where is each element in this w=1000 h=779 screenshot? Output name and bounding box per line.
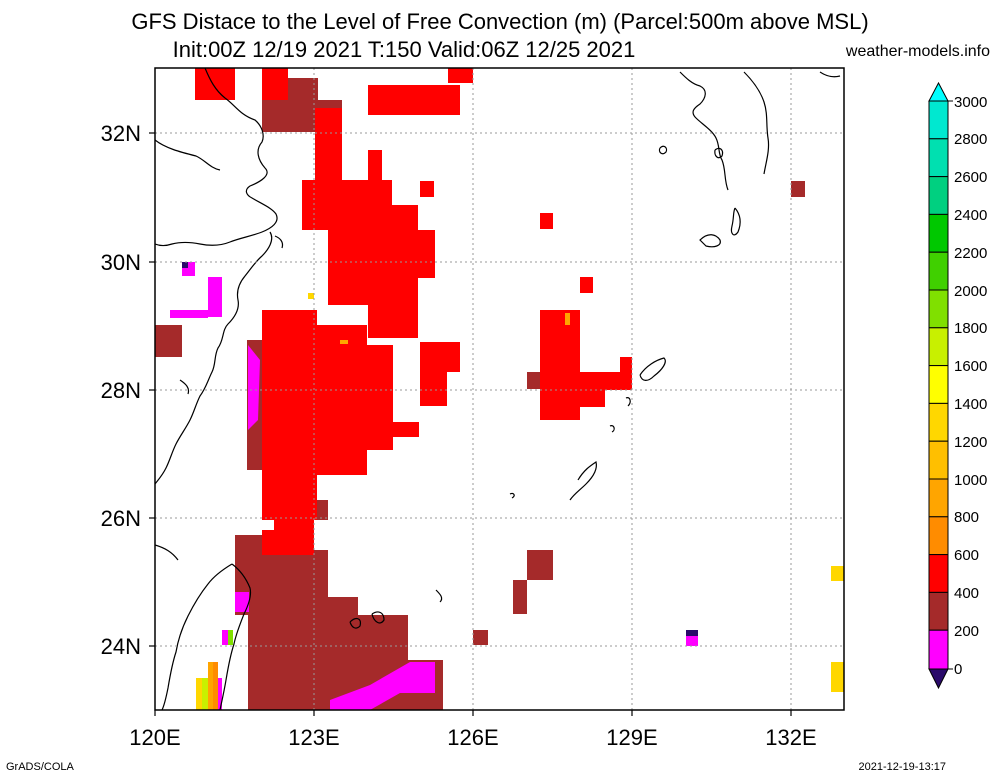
lat-label-30n: 30N <box>101 250 141 275</box>
colorbar-box-1800-2000 <box>928 289 949 329</box>
graticule <box>155 68 844 710</box>
colorbar-label-1200: 1200 <box>954 434 987 451</box>
colorbar-box-2000-2200 <box>928 251 949 291</box>
colorbar-label-2200: 2200 <box>954 245 987 262</box>
colorbar-label-1400: 1400 <box>954 396 987 413</box>
map-title-line1: GFS Distace to the Level of Free Convect… <box>131 9 869 34</box>
colorbar-box-1000-1200 <box>928 440 949 480</box>
colorbar-box-1600-1800 <box>928 327 949 367</box>
lon-label-129e: 129E <box>606 725 657 750</box>
colorbar-box-1400-1600 <box>928 365 949 404</box>
lat-label-28n: 28N <box>101 378 141 403</box>
colorbar-box-0-200 <box>928 629 949 670</box>
colorbar-label-1000: 1000 <box>954 472 987 489</box>
site-credit: weather-models.info <box>845 43 990 60</box>
colorbar-box-800-1000 <box>928 478 949 518</box>
colorbar-box-200-400 <box>928 591 949 631</box>
map-title-line2: Init:00Z 12/19 2021 T:150 Valid:06Z 12/2… <box>172 37 636 62</box>
footer-timestamp: 2021-12-19-13:17 <box>858 761 946 773</box>
colorbar-box-600-800 <box>928 516 949 556</box>
colorbar-label-800: 800 <box>954 509 979 526</box>
colorbar-upper-arrow <box>928 81 949 102</box>
colorbar-label-1600: 1600 <box>954 358 987 375</box>
lon-label-126e: 126E <box>447 725 498 750</box>
footer-grads-credit: GrADS/COLA <box>6 761 74 773</box>
colorbar-label-200: 200 <box>954 623 979 640</box>
lat-label-24n: 24N <box>101 634 141 659</box>
colorbar-label-2400: 2400 <box>954 207 987 224</box>
colorbar-box-1200-1400 <box>928 402 949 442</box>
coastline-lines <box>155 68 841 710</box>
colorbar-label-400: 400 <box>954 585 979 602</box>
colorbar-box-2400-2600 <box>928 176 949 215</box>
colorbar-label-0: 0 <box>954 661 962 678</box>
colorbar-box-2800-3000 <box>928 100 949 140</box>
colorbar-label-2800: 2800 <box>954 131 987 148</box>
lon-label-120e: 120E <box>129 725 180 750</box>
colorbar-label-600: 600 <box>954 547 979 564</box>
colorbar-label-2600: 2600 <box>954 169 987 186</box>
map-frame <box>154 67 845 711</box>
colorbar-label-1800: 1800 <box>954 320 987 337</box>
lfc-shading <box>155 68 844 710</box>
colorbar-lower-arrow <box>928 668 949 690</box>
lat-label-26n: 26N <box>101 506 141 531</box>
lat-label-32n: 32N <box>101 121 141 146</box>
lon-label-132e: 132E <box>765 725 816 750</box>
colorbar-box-400-600 <box>928 554 949 593</box>
colorbar-box-2200-2400 <box>928 213 949 253</box>
lon-label-123e: 123E <box>288 725 339 750</box>
colorbar-label-2000: 2000 <box>954 283 987 300</box>
colorbar-label-3000: 3000 <box>954 94 987 111</box>
colorbar-box-2600-2800 <box>928 138 949 178</box>
colorbar: 0 200 400 600 800 1000 1200 1400 1600 18… <box>928 81 987 690</box>
